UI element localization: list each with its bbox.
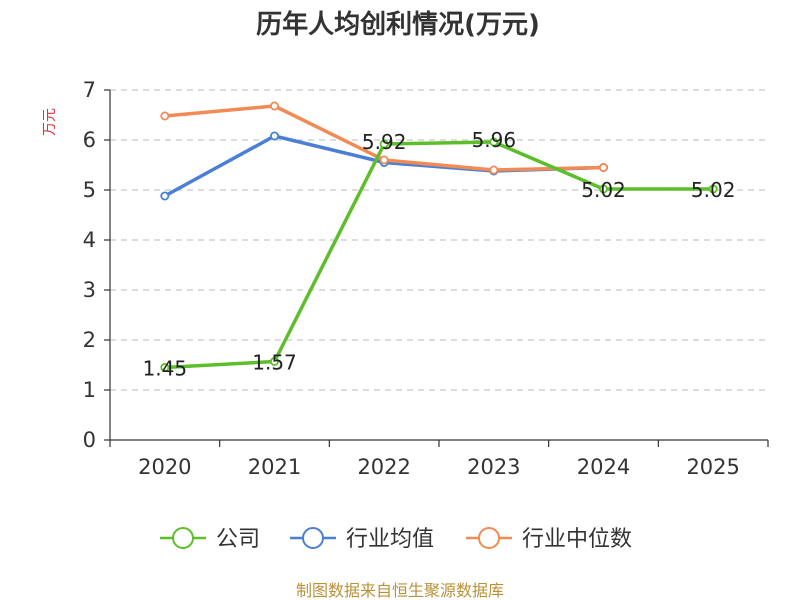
x-tick-label: 2021 — [248, 455, 301, 479]
data-point-0 — [599, 184, 609, 194]
legend-item-0[interactable]: 公司 — [160, 527, 260, 552]
y-axis-label: 万元 — [42, 108, 58, 136]
y-tick-label: 1 — [83, 378, 96, 402]
y-tick-label: 4 — [83, 228, 96, 252]
legend-label: 公司 — [216, 527, 260, 552]
y-tick-label: 7 — [83, 78, 96, 102]
data-point-2 — [269, 101, 279, 111]
axes: 0 1 2 3 4 5 6 7 2020 2021 2022 2023 2024 2025 — [83, 78, 769, 479]
y-tick-label: 0 — [83, 428, 96, 452]
data-point-2 — [160, 111, 170, 121]
legend-marker — [172, 527, 194, 549]
source-note: 制图数据来自恒生聚源数据库 — [296, 581, 504, 600]
series-lines — [160, 101, 718, 372]
y-tick-label: 5 — [83, 178, 96, 202]
data-point-0 — [708, 184, 718, 194]
data-label: 5.92 — [362, 130, 407, 154]
data-point-2 — [379, 155, 389, 165]
series-line-0 — [163, 140, 715, 370]
legend-item-1[interactable]: 行业均值 — [290, 527, 434, 552]
y-tick-label: 3 — [83, 278, 96, 302]
y-tick-label: 6 — [83, 128, 96, 152]
data-label: 5.02 — [581, 178, 626, 202]
data-label: 5.96 — [472, 128, 517, 152]
data-point-2 — [489, 165, 499, 175]
data-label: 1.57 — [252, 351, 297, 375]
data-labels: 1.45 1.57 5.92 5.96 5.02 5.02 — [143, 128, 736, 381]
data-point-2 — [599, 162, 609, 172]
legend-marker — [478, 527, 500, 549]
data-label: 1.45 — [143, 357, 188, 381]
data-label: 5.02 — [691, 178, 736, 202]
legend-label: 行业均值 — [346, 527, 434, 552]
x-tick-label: 2024 — [577, 455, 630, 479]
legend-label: 行业中位数 — [522, 527, 632, 552]
x-tick-label: 2022 — [357, 455, 410, 479]
data-point-0 — [379, 139, 389, 149]
y-tick-label: 2 — [83, 328, 96, 352]
x-tick-label: 2023 — [467, 455, 520, 479]
legend-marker — [302, 527, 324, 549]
data-point-1 — [269, 131, 279, 141]
x-tick-label: 2025 — [686, 455, 739, 479]
legend[interactable]: 公司 行业均值 行业中位数 — [160, 527, 632, 552]
data-point-0 — [489, 137, 499, 147]
data-point-1 — [160, 191, 170, 201]
data-point-0 — [160, 362, 170, 372]
data-point-0 — [269, 356, 279, 366]
gridlines — [110, 89, 768, 391]
legend-item-2[interactable]: 行业中位数 — [466, 527, 632, 552]
x-tick-label: 2020 — [138, 455, 191, 479]
chart-title: 历年人均创利情况(万元) — [256, 9, 540, 40]
